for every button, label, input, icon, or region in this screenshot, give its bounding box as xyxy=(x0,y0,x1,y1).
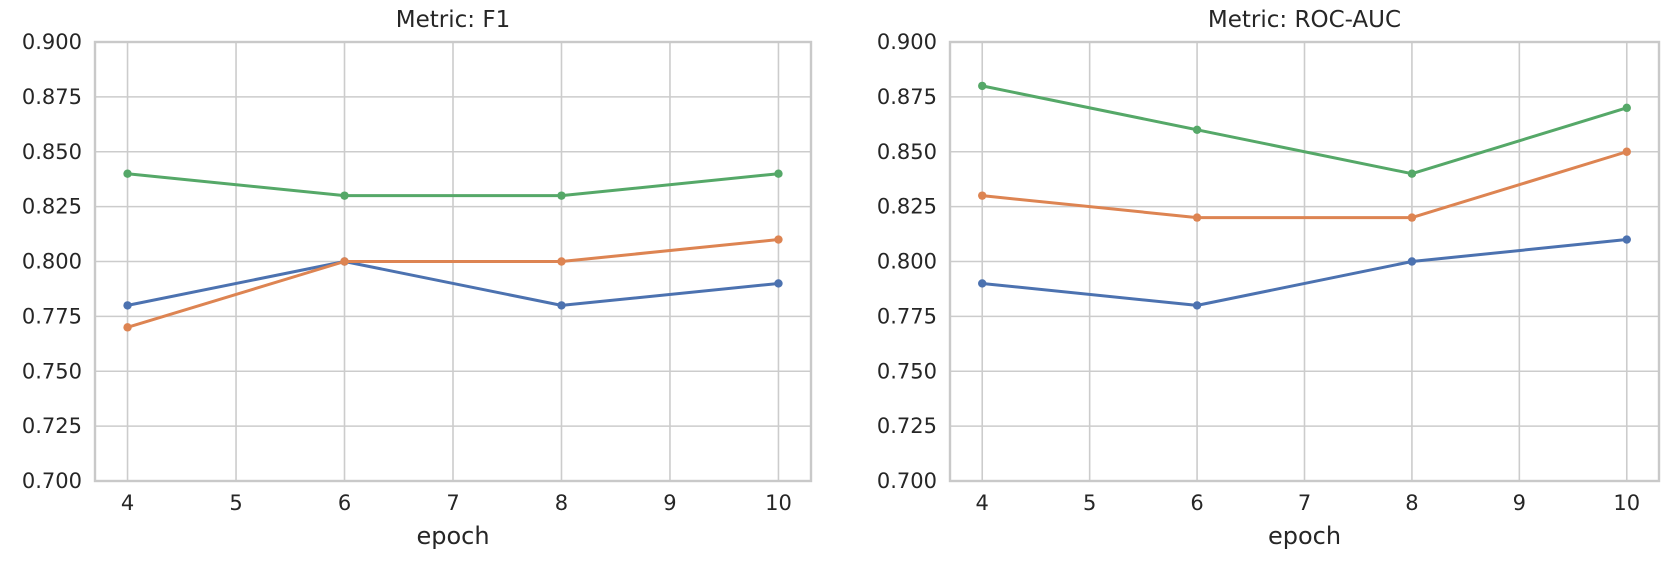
x-tick-label: 4 xyxy=(121,491,134,515)
series-green-marker xyxy=(978,81,987,91)
y-tick-label: 0.800 xyxy=(877,250,937,274)
y-tick-label: 0.725 xyxy=(877,414,937,438)
x-axis-label-f1: epoch xyxy=(416,522,490,550)
chart-title-f1: Metric: F1 xyxy=(395,7,511,33)
series-orange-marker xyxy=(774,235,783,244)
series-orange-marker xyxy=(1407,213,1417,222)
x-tick-label: 6 xyxy=(338,491,351,515)
y-tick-label: 0.850 xyxy=(877,140,937,164)
x-tick-label: 8 xyxy=(1405,491,1418,515)
series-orange-marker xyxy=(1192,213,1202,222)
series-blue-marker xyxy=(978,279,987,288)
series-blue-line xyxy=(126,260,780,307)
series-green-line xyxy=(126,172,780,198)
series-blue-line xyxy=(980,238,1629,307)
series-blue-marker xyxy=(1407,257,1417,266)
y-tick-label: 0.850 xyxy=(22,140,82,164)
subplot-roc-auc: Metric: ROC-AUC 4 5 6 7 8 9 10 0.700 0.725 0.750 0… xyxy=(837,0,1673,565)
series-orange-marker xyxy=(340,257,349,266)
x-tick-label: 5 xyxy=(229,491,242,515)
y-tick-label: 0.775 xyxy=(22,304,82,328)
series-blue-marker xyxy=(1192,301,1202,310)
series-green-marker xyxy=(340,191,349,200)
y-tick-label: 0.800 xyxy=(22,250,82,274)
series-orange-marker xyxy=(557,257,566,266)
y-tick-label: 0.775 xyxy=(877,304,937,328)
y-tick-label: 0.900 xyxy=(22,30,82,54)
y-tick-label: 0.750 xyxy=(22,359,82,383)
y-tick-label: 0.700 xyxy=(22,469,82,493)
series-green-marker xyxy=(123,169,132,178)
x-tick-label: 4 xyxy=(976,491,989,515)
x-tick-label: 10 xyxy=(765,491,792,515)
series-blue-marker xyxy=(774,279,783,288)
series-orange-line xyxy=(126,238,780,329)
x-tick-label: 7 xyxy=(1298,491,1311,515)
plot-border xyxy=(93,40,813,483)
series-green-line xyxy=(980,84,1629,176)
x-axis-label-roc-auc: epoch xyxy=(1267,522,1342,550)
series-blue-marker xyxy=(123,301,132,310)
series-orange-marker xyxy=(978,191,987,200)
x-tick-label: 5 xyxy=(1083,491,1096,515)
y-tick-label: 0.825 xyxy=(22,195,82,219)
x-tick-label: 8 xyxy=(555,491,568,515)
series-orange-line xyxy=(980,150,1629,220)
series-orange-marker xyxy=(1622,147,1631,156)
y-tick-label: 0.725 xyxy=(22,414,82,438)
x-tick-label: 7 xyxy=(446,491,459,515)
x-tick-label: 9 xyxy=(663,491,676,515)
x-tick-label: 6 xyxy=(1190,491,1203,515)
series-green-marker xyxy=(774,169,783,178)
x-tick-label: 9 xyxy=(1513,491,1526,515)
y-tick-label: 0.900 xyxy=(877,30,937,54)
series-green-marker xyxy=(1407,169,1417,178)
chart-title-roc-auc: Metric: ROC-AUC xyxy=(1207,7,1402,33)
f1-line-plot: 4 5 6 7 8 9 10 0.700 0.725 0.750 0.775 0.800 0.825 0.… xyxy=(22,30,813,515)
series-blue-marker xyxy=(557,301,566,310)
y-tick-label: 0.750 xyxy=(877,359,937,383)
subplot-f1: Metric: F1 4 5 6 7 8 9 10 0.700 0.725 0.750 0.775 0… xyxy=(0,0,836,565)
series-blue-marker xyxy=(1622,235,1631,244)
roc-auc-line-plot: 4 5 6 7 8 9 10 0.700 0.725 0.750 0.775 0.800 0.825 0.… xyxy=(877,30,1661,515)
x-tick-label: 10 xyxy=(1613,491,1640,515)
y-tick-label: 0.825 xyxy=(877,195,937,219)
y-tick-label: 0.875 xyxy=(22,85,82,109)
series-orange-marker xyxy=(123,323,132,332)
series-green-marker xyxy=(557,191,566,200)
series-green-marker xyxy=(1192,125,1202,134)
y-tick-label: 0.875 xyxy=(877,85,937,109)
plot-border xyxy=(948,40,1661,483)
y-tick-label: 0.700 xyxy=(877,469,937,493)
series-green-marker xyxy=(1622,103,1631,113)
